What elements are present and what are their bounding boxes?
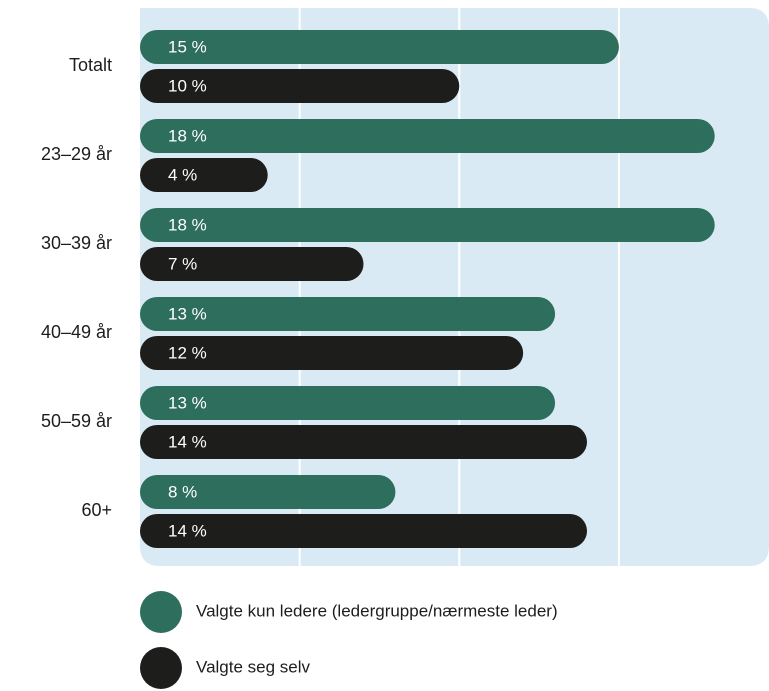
bar xyxy=(140,69,460,103)
category-label: 50–59 år xyxy=(41,411,112,431)
category-label: 23–29 år xyxy=(41,144,112,164)
value-label: 14 % xyxy=(168,521,207,540)
value-label: 14 % xyxy=(168,432,207,451)
legend-swatch xyxy=(140,591,182,633)
value-label: 12 % xyxy=(168,343,207,362)
value-label: 8 % xyxy=(168,482,197,501)
value-label: 18 % xyxy=(168,215,207,234)
value-label: 13 % xyxy=(168,393,207,412)
legend-label: Valgte seg selv xyxy=(196,657,311,676)
value-label: 10 % xyxy=(168,76,207,95)
value-label: 18 % xyxy=(168,126,207,145)
bar xyxy=(140,425,588,459)
category-label: 30–39 år xyxy=(41,233,112,253)
bar xyxy=(140,30,619,64)
bar xyxy=(140,119,715,153)
bar xyxy=(140,247,364,281)
legend-label: Valgte kun ledere (ledergruppe/nærmeste … xyxy=(196,601,558,620)
bar xyxy=(140,386,556,420)
value-label: 13 % xyxy=(168,304,207,323)
bar xyxy=(140,158,268,192)
bar xyxy=(140,475,396,509)
bar xyxy=(140,297,556,331)
value-label: 15 % xyxy=(168,37,207,56)
bar xyxy=(140,336,524,370)
category-label: 60+ xyxy=(81,500,112,520)
category-label: Totalt xyxy=(69,55,112,75)
legend-swatch xyxy=(140,647,182,689)
bar xyxy=(140,208,715,242)
category-label: 40–49 år xyxy=(41,322,112,342)
bar xyxy=(140,514,588,548)
value-label: 7 % xyxy=(168,254,197,273)
value-label: 4 % xyxy=(168,165,197,184)
